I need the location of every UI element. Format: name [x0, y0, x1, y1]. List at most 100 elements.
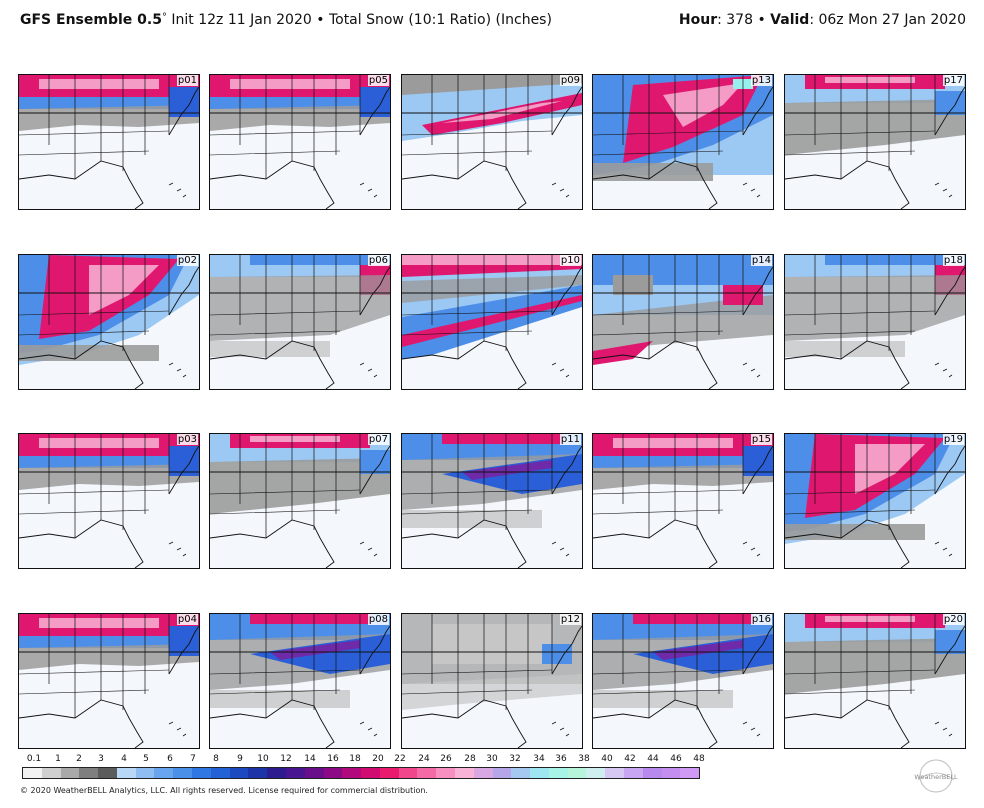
valid-bullet: • [753, 12, 771, 28]
snowfall-map [785, 255, 965, 389]
colorbar-tick-label: 28 [464, 754, 476, 764]
ensemble-member-panel: p16 [592, 613, 774, 749]
colorbar-swatch [304, 768, 324, 778]
member-label: p07 [367, 434, 389, 445]
degree-mark: ° [161, 12, 167, 23]
colorbar-swatch [79, 768, 99, 778]
member-label: p03 [176, 434, 198, 445]
member-label: p06 [367, 255, 389, 266]
member-label: p14 [750, 255, 772, 266]
snowfall-map [593, 255, 773, 389]
colorbar-swatch [210, 768, 230, 778]
logo-text: WeatherBELL [914, 773, 958, 781]
snowfall-map [785, 614, 965, 748]
ensemble-member-panel: p17 [784, 74, 966, 210]
snowfall-map [19, 75, 199, 209]
member-label: p12 [559, 614, 581, 625]
colorbar-swatch [624, 768, 643, 778]
colorbar-tick-label: 0.1 [26, 754, 42, 764]
colorbar-swatch [135, 768, 155, 778]
snowfall-map [593, 614, 773, 748]
colorbar-tick-label: 6 [167, 754, 173, 764]
ensemble-member-panel: p13 [592, 74, 774, 210]
ensemble-member-panel: p20 [784, 613, 966, 749]
ensemble-member-panel: p08 [209, 613, 391, 749]
snowfall-map [19, 614, 199, 748]
colorbar-swatch [154, 768, 174, 778]
snowfall-map [593, 434, 773, 568]
colorbar-swatch [454, 768, 474, 778]
colorbar-tick-label: 4 [121, 754, 127, 764]
ensemble-member-panel: p19 [784, 433, 966, 569]
ensemble-member-panel: p05 [209, 74, 391, 210]
snowfall-map [19, 434, 199, 568]
colorbar-tick-label: 20 [372, 754, 384, 764]
colorbar-tick-label: 40 [601, 754, 613, 764]
colorbar-tick-label: 7 [190, 754, 196, 764]
member-label: p04 [176, 614, 198, 625]
colorbar-tick-label: 10 [257, 754, 269, 764]
colorbar-swatch [23, 768, 42, 778]
map-valid-info: Hour: 378 • Valid: 06z Mon 27 Jan 2020 [679, 12, 966, 28]
snowfall-map [210, 75, 390, 209]
colorbar-tick-label: 46 [670, 754, 682, 764]
colorbar-tick-label: 24 [418, 754, 430, 764]
colorbar-swatch [229, 768, 249, 778]
colorbar-swatch [680, 768, 700, 778]
member-label: p17 [942, 75, 964, 86]
snowfall-map [19, 255, 199, 389]
valid-value: : 06z Mon 27 Jan 2020 [809, 12, 966, 28]
colorbar-tick-label: 9 [237, 754, 243, 764]
colorbar-swatch [60, 768, 80, 778]
snowfall-map [785, 75, 965, 209]
colorbar-tick-label: 3 [98, 754, 104, 764]
colorbar-swatch [41, 768, 61, 778]
colorbar-swatch [567, 768, 587, 778]
ensemble-member-panel: p02 [18, 254, 200, 390]
snowfall-map [210, 614, 390, 748]
member-label: p01 [176, 75, 198, 86]
colorbar-swatch [436, 768, 455, 778]
snowfall-map [402, 75, 582, 209]
ensemble-member-panel: p18 [784, 254, 966, 390]
snowfall-map [210, 255, 390, 389]
ensemble-member-panel: p03 [18, 433, 200, 569]
colorbar-swatch [267, 768, 286, 778]
ensemble-member-panel: p04 [18, 613, 200, 749]
ensemble-member-panel: p12 [401, 613, 583, 749]
snowfall-map [402, 434, 582, 568]
colorbar-tick-label: 32 [509, 754, 521, 764]
colorbar-swatch [361, 768, 380, 778]
colorbar-swatch [586, 768, 606, 778]
colorbar-tick-label: 12 [280, 754, 292, 764]
colorbar-tick-label: 1 [55, 754, 61, 764]
colorbar-swatch [248, 768, 268, 778]
model-name: GFS Ensemble 0.5 [20, 12, 162, 28]
colorbar-swatch [417, 768, 437, 778]
copyright-notice: © 2020 WeatherBELL Analytics, LLC. All r… [20, 786, 428, 795]
ensemble-member-panel: p01 [18, 74, 200, 210]
snow-colorbar [22, 767, 700, 779]
colorbar-tick-label: 38 [578, 754, 590, 764]
hour-label: Hour [678, 12, 718, 28]
ensemble-member-panel: p15 [592, 433, 774, 569]
member-label: p15 [750, 434, 772, 445]
member-label: p13 [750, 75, 772, 86]
member-label: p10 [559, 255, 581, 266]
member-label: p05 [367, 75, 389, 86]
member-label: p09 [559, 75, 581, 86]
member-label: p18 [942, 255, 964, 266]
snowfall-map [785, 434, 965, 568]
snowfall-map [593, 75, 773, 209]
ensemble-member-panel: p06 [209, 254, 391, 390]
member-label: p19 [942, 434, 964, 445]
colorbar-tick-label: 26 [440, 754, 452, 764]
ensemble-member-panel: p11 [401, 433, 583, 569]
ensemble-member-panel: p09 [401, 74, 583, 210]
colorbar-tick-label: 30 [486, 754, 498, 764]
colorbar-swatch [192, 768, 211, 778]
colorbar-tick-label: 8 [213, 754, 219, 764]
snowfall-map [210, 434, 390, 568]
colorbar-tick-label: 14 [304, 754, 316, 764]
colorbar-swatch [173, 768, 193, 778]
